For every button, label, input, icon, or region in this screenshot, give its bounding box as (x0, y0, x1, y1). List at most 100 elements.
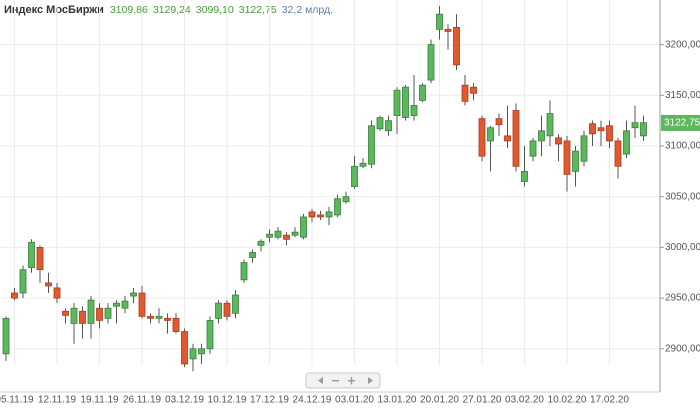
candle-body (223, 302, 231, 317)
candle-body (283, 234, 290, 240)
candle-body (70, 307, 78, 324)
candle (563, 135, 571, 192)
candle (11, 287, 18, 301)
candle-body (181, 331, 188, 365)
candle-body (359, 162, 367, 167)
candle (572, 146, 579, 187)
candle (283, 232, 290, 246)
x-tick-label: 10.02.20 (548, 395, 587, 406)
candle (249, 249, 256, 263)
candle-body (444, 29, 452, 32)
candle-body (504, 135, 511, 142)
y-tick-label: 3000,00 (665, 242, 700, 253)
candle (614, 137, 622, 179)
candle (2, 316, 10, 361)
candle (538, 115, 545, 157)
x-tick-label: 24.12.19 (293, 395, 332, 406)
candle (223, 300, 231, 321)
x-tick-label: 27.01.20 (463, 395, 502, 406)
candle-body (79, 310, 86, 324)
candle-body (461, 84, 469, 102)
candle (495, 113, 503, 136)
candle-body (274, 230, 282, 238)
candle-body (402, 86, 409, 119)
candle (410, 75, 418, 121)
candle (308, 208, 316, 223)
candle-body (249, 252, 256, 258)
candle-body (164, 317, 171, 321)
candle (504, 105, 511, 149)
candle (606, 120, 613, 149)
candle-body (206, 319, 214, 350)
candle (529, 137, 537, 162)
candle-body (308, 211, 316, 218)
candle-body (19, 269, 27, 294)
x-tick-label: 12.11.19 (38, 395, 77, 406)
candle-body (376, 117, 384, 130)
candle (589, 120, 596, 146)
candle (444, 24, 452, 50)
candle-body (589, 123, 596, 135)
candle-body (2, 317, 10, 355)
header-stat: 3129,24 (153, 4, 191, 16)
candle-body (189, 348, 197, 360)
candle (79, 306, 86, 339)
candle (597, 120, 605, 146)
candle (342, 191, 350, 204)
nav-zoom-in[interactable] (348, 377, 355, 385)
candle-body (257, 240, 265, 246)
candle (19, 265, 27, 299)
candle (45, 272, 52, 294)
x-tick-label: 17.02.20 (590, 395, 629, 406)
candle-body (232, 294, 239, 314)
x-tick-label: 20.01.20 (420, 395, 459, 406)
nav-left[interactable] (318, 377, 323, 384)
x-tick-label: 26.11.19 (123, 395, 162, 406)
candle-body (419, 84, 426, 101)
candle-body (614, 140, 622, 167)
y-tick-label: 3100,00 (665, 141, 700, 152)
candle-body (453, 26, 460, 66)
header-stat: 32,2 млрд. (282, 4, 333, 16)
candle (189, 343, 197, 372)
candle-body (410, 105, 418, 116)
candle-body (368, 125, 375, 165)
candle (130, 287, 137, 304)
x-tick-label: 10.12.19 (208, 395, 247, 406)
y-tick-label: 2950,00 (665, 293, 700, 304)
y-tick-label: 3050,00 (665, 191, 700, 202)
candle-body (606, 125, 613, 142)
candle-body (215, 302, 222, 319)
candle (419, 83, 426, 103)
candle-body (580, 135, 588, 162)
last-price-box (661, 114, 700, 131)
candle-body (385, 120, 392, 132)
candle (402, 85, 409, 121)
candle (580, 130, 588, 167)
candle-body (538, 130, 545, 142)
nav-right[interactable] (368, 377, 373, 384)
candle-body (623, 130, 630, 155)
candle-body (427, 44, 435, 81)
candle-body (436, 13, 443, 30)
header: Индекс МосБиржи 3109,86 3129,24 3099,10 3122… (4, 4, 333, 16)
candle-body (495, 118, 503, 126)
candle-body (53, 287, 61, 299)
candle-body (11, 292, 18, 299)
candle (453, 14, 460, 70)
candle-body (96, 307, 103, 321)
candle (206, 316, 214, 354)
nav-bar (305, 372, 381, 389)
candle-body (393, 89, 401, 116)
nav-zoom-out[interactable] (332, 380, 339, 382)
x-tick-label: 05.11.19 (0, 395, 34, 406)
candle (546, 100, 554, 146)
candle (368, 120, 375, 169)
candle-body (317, 214, 324, 218)
header-stat: 3109,86 (110, 4, 148, 16)
candle (198, 343, 205, 364)
candle-body (334, 198, 341, 216)
header-stat: 3122,75 (239, 4, 277, 16)
candle (521, 146, 528, 187)
